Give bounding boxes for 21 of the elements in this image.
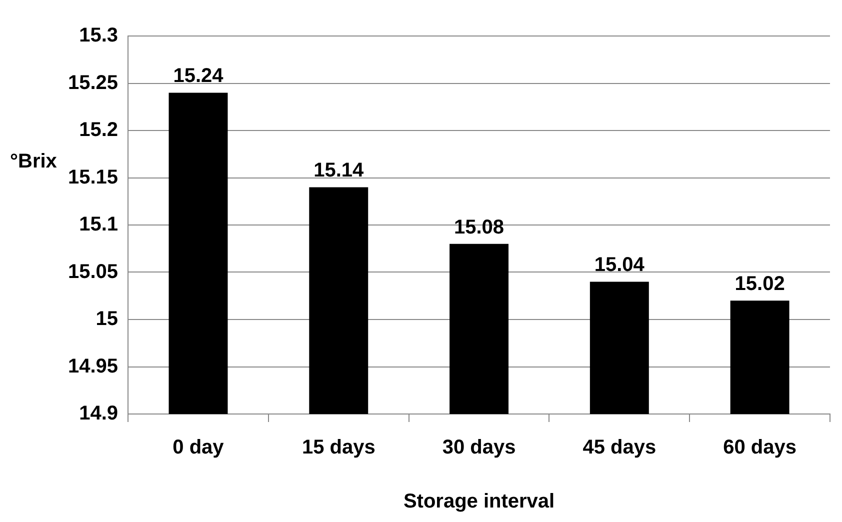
data-label: 15.24 — [173, 65, 224, 88]
data-label: 15.08 — [454, 216, 504, 238]
y-tick-label: 15.05 — [68, 260, 118, 283]
y-tick-label: 15.15 — [68, 166, 118, 188]
y-tick-label: 14.95 — [68, 355, 118, 378]
x-tick-label: 60 days — [723, 436, 796, 459]
y-tick-label: 15.1 — [79, 214, 118, 236]
x-tick-label: 30 days — [442, 436, 516, 459]
x-tick-label: 45 days — [582, 436, 656, 459]
x-tick-label: 0 day — [172, 436, 225, 459]
data-label: 15.04 — [594, 254, 646, 276]
y-tick-label: 15.3 — [79, 24, 118, 47]
y-axis-title: °Brix — [10, 150, 57, 173]
y-tick-label: 15.2 — [79, 119, 118, 142]
x-axis-title: Storage interval — [403, 490, 555, 513]
data-label: 15.14 — [314, 160, 365, 182]
y-tick-label: 15 — [96, 308, 118, 330]
y-tick-label: 15.25 — [68, 72, 118, 94]
x-tick-label: 15 days — [302, 436, 376, 459]
data-label: 15.02 — [734, 273, 785, 296]
y-tick-label: 14.9 — [79, 402, 118, 425]
